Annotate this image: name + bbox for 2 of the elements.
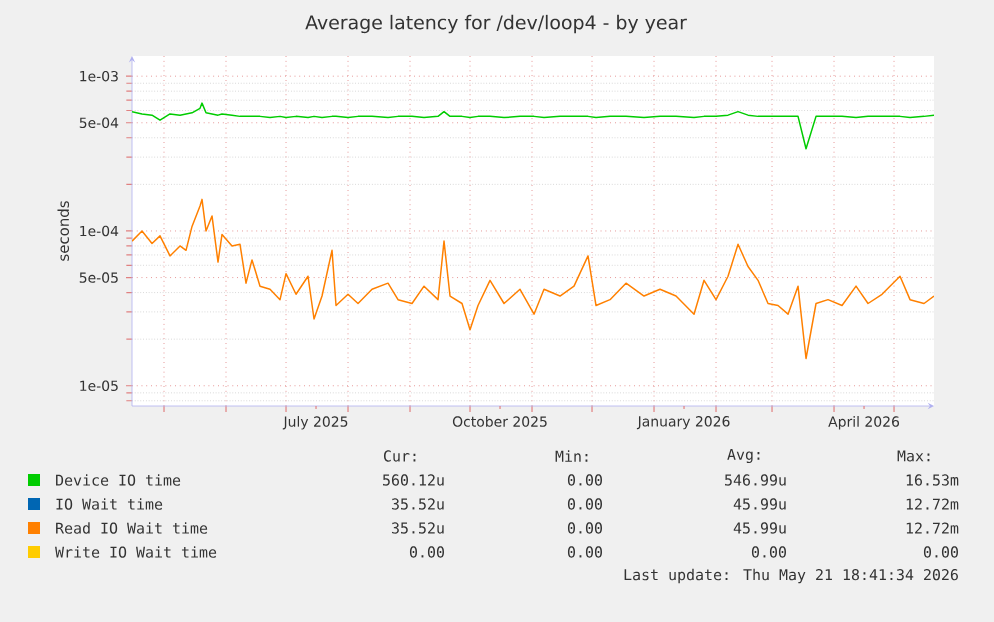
line-series: [132, 198, 935, 360]
chart-title: Average latency for /dev/loop4 - by year: [305, 14, 687, 34]
